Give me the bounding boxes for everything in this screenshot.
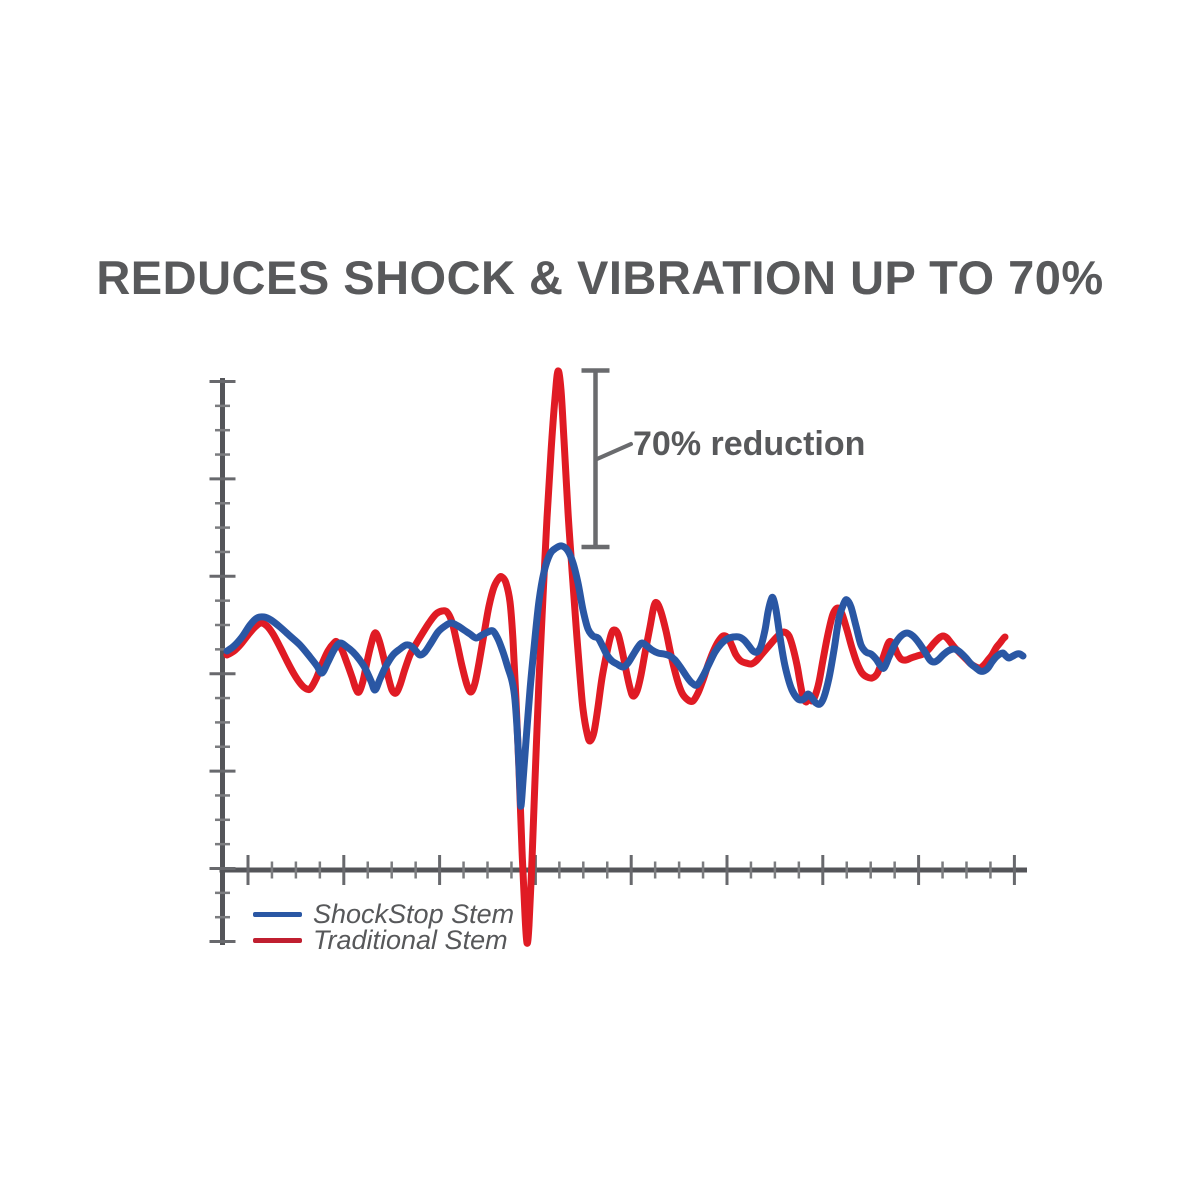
shockstop-stem-waveform	[223, 542, 1027, 810]
traditional-stem-waveform	[223, 367, 1009, 947]
bracket-leader-line	[595, 442, 633, 461]
legend-item-traditional: Traditional Stem	[253, 925, 514, 955]
shockstop-line-swatch	[253, 911, 302, 917]
legend-label-shockstop: ShockStop Stem	[313, 899, 515, 929]
legend-item-shockstop: ShockStop Stem	[253, 899, 515, 929]
chart-legend: ShockStop Stem Traditional Stem	[253, 899, 515, 955]
legend-label-traditional: Traditional Stem	[313, 925, 508, 955]
reduction-annotation-label: 70% reduction	[633, 425, 866, 463]
page-title: REDUCES SHOCK & VIBRATION UP TO 70%	[96, 251, 1104, 304]
traditional-line-swatch	[253, 937, 302, 943]
